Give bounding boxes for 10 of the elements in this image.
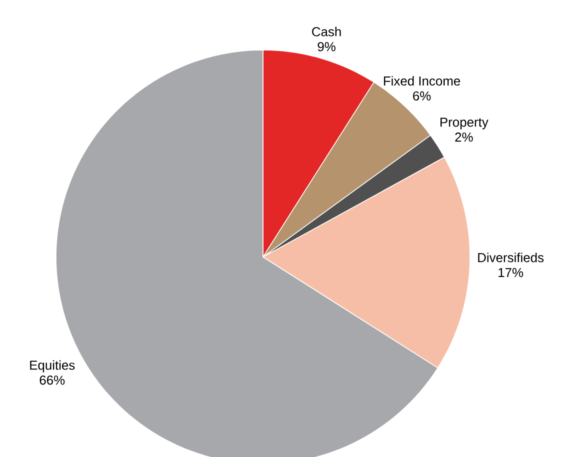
slice-label: Fixed Income bbox=[384, 76, 460, 86]
slice-label: Property bbox=[440, 118, 488, 130]
slice-label: Cash bbox=[312, 26, 341, 36]
data-label: 2% bbox=[455, 132, 473, 142]
data-label: 6% bbox=[413, 91, 431, 101]
data-label: 66% bbox=[40, 376, 65, 385]
data-label: 9% bbox=[318, 42, 336, 52]
data-label: 17% bbox=[498, 268, 524, 278]
slice-label: Equities bbox=[30, 360, 75, 372]
slice-label: Diversifieds bbox=[478, 252, 544, 262]
